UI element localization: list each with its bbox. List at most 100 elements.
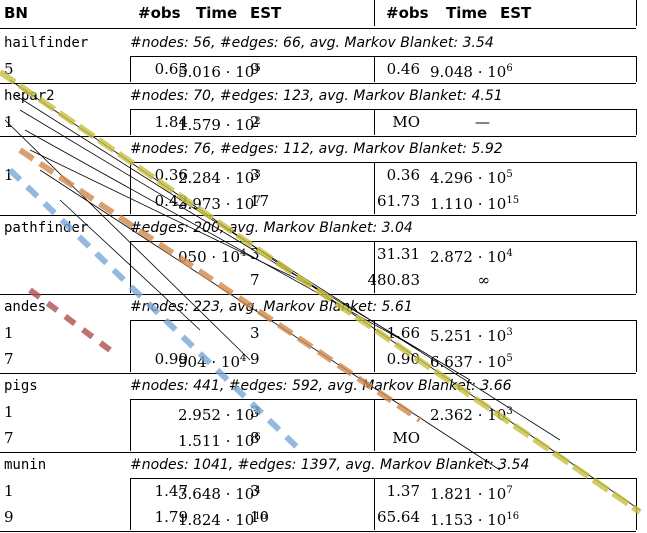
est-base: 2.362 · 10	[430, 406, 506, 424]
est-value	[430, 425, 490, 451]
cell-value: 2	[250, 109, 260, 135]
cell-value: 480.83	[360, 267, 420, 293]
divider	[374, 478, 375, 530]
est-base: 2.872 · 10	[430, 248, 506, 266]
divider	[374, 320, 375, 372]
est-base: 050 · 10	[178, 248, 240, 266]
cell-value: 0.46	[360, 56, 420, 82]
est-value: 4.296 · 105	[430, 162, 490, 188]
column-header: BN	[4, 0, 28, 26]
rule	[0, 531, 636, 532]
est-base: 1.153 · 10	[430, 511, 506, 529]
est-base: 904 · 10	[178, 353, 240, 371]
divider	[374, 0, 375, 26]
network-name: pigs	[4, 373, 38, 399]
est-base: 1.579 · 10	[178, 116, 254, 134]
cell-value: 1	[4, 320, 14, 346]
est-exponent: 4	[240, 248, 246, 259]
est-value: 904 · 104	[178, 346, 238, 372]
est-value	[178, 267, 238, 293]
column-header: #obs	[386, 0, 429, 26]
cell-value: 1.66	[360, 320, 420, 346]
divider	[130, 56, 131, 82]
cell-value: 3	[250, 241, 260, 267]
cell-value: 9	[250, 346, 260, 372]
cell-value: 1.37	[360, 478, 420, 504]
est-base: 2.284 · 10	[178, 169, 254, 187]
est-value: 5.251 · 103	[430, 320, 490, 346]
est-value: —	[430, 109, 490, 135]
est-base: 4.296 · 10	[430, 169, 506, 187]
est-exponent: 5	[506, 169, 512, 180]
cell-value: 8	[250, 425, 260, 451]
est-base: —	[475, 113, 490, 131]
est-base: 5.016 · 10	[178, 63, 254, 81]
est-value: 1.153 · 1016	[430, 504, 490, 530]
network-name: hepar2	[4, 83, 55, 109]
network-name: hailfinder	[4, 30, 88, 56]
overlay	[0, 0, 647, 527]
est-value: 5.016 · 105	[178, 56, 238, 82]
cell-value: 1	[4, 399, 14, 425]
est-base: 3.648 · 10	[178, 485, 254, 503]
cell-value: 7	[4, 425, 14, 451]
est-value: 2.952 · 103	[178, 399, 238, 425]
cell-value: 7	[250, 267, 260, 293]
cell-value: 0.36	[360, 162, 420, 188]
column-header: EST	[250, 0, 281, 26]
divider	[636, 320, 637, 372]
divider	[636, 399, 637, 451]
divider	[636, 162, 637, 214]
est-value: 1.511 · 106	[178, 425, 238, 451]
est-value: 1.824 · 1016	[178, 504, 238, 530]
est-exponent: 5	[506, 353, 512, 364]
network-name: pathfinder	[4, 215, 88, 241]
column-header: Time	[446, 0, 487, 26]
network-name: andes	[4, 294, 46, 320]
est-value: 2.362 · 103	[430, 399, 490, 425]
divider	[130, 320, 131, 372]
divider	[374, 162, 375, 214]
divider	[130, 109, 131, 135]
est-value: 2.872 · 104	[430, 241, 490, 267]
cell-value: 3	[250, 320, 260, 346]
network-name: munin	[4, 452, 46, 478]
cell-value: MO	[360, 109, 420, 135]
divider	[636, 478, 637, 530]
est-base: 1.821 · 10	[430, 485, 506, 503]
est-exponent: 3	[506, 327, 512, 338]
est-value	[178, 320, 238, 346]
column-header: EST	[500, 0, 531, 26]
cell-value: 1	[4, 109, 14, 135]
column-header: Time	[196, 0, 237, 26]
divider	[374, 241, 375, 293]
divider	[374, 56, 375, 82]
est-base: 3.973 · 10	[178, 195, 254, 213]
est-base: 9.048 · 10	[430, 63, 506, 81]
divider	[636, 56, 637, 82]
divider	[130, 162, 131, 214]
cell-value	[360, 399, 420, 425]
est-value: 050 · 104	[178, 241, 238, 267]
divider	[130, 478, 131, 530]
est-exponent: 16	[506, 511, 519, 522]
est-exponent: 4	[240, 353, 246, 364]
network-description: #nodes: 76, #edges: 112, avg. Markov Bla…	[130, 136, 503, 162]
est-base: 6.637 · 10	[430, 353, 506, 371]
cell-value: 1	[4, 162, 14, 188]
est-base: 2.952 · 10	[178, 406, 254, 424]
divider	[636, 109, 637, 135]
cell-value: 9	[250, 56, 260, 82]
cell-value: 3	[250, 162, 260, 188]
est-value: 9.048 · 106	[430, 56, 490, 82]
network-description: #edges: 200, avg. Markov Blanket: 3.04	[130, 215, 413, 241]
cell-value: 31.31	[360, 241, 420, 267]
column-header: #obs	[138, 0, 181, 26]
est-base: ∞	[478, 271, 491, 289]
divider	[636, 241, 637, 293]
cell-value: 17	[250, 188, 269, 214]
network-description: #nodes: 56, #edges: 66, avg. Markov Blan…	[130, 30, 494, 56]
est-value: 3.648 · 104	[178, 478, 238, 504]
est-value: 1.821 · 107	[430, 478, 490, 504]
table-page: BN #obs Time EST #obs Time EST hailfinder #nodes…	[0, 0, 647, 527]
